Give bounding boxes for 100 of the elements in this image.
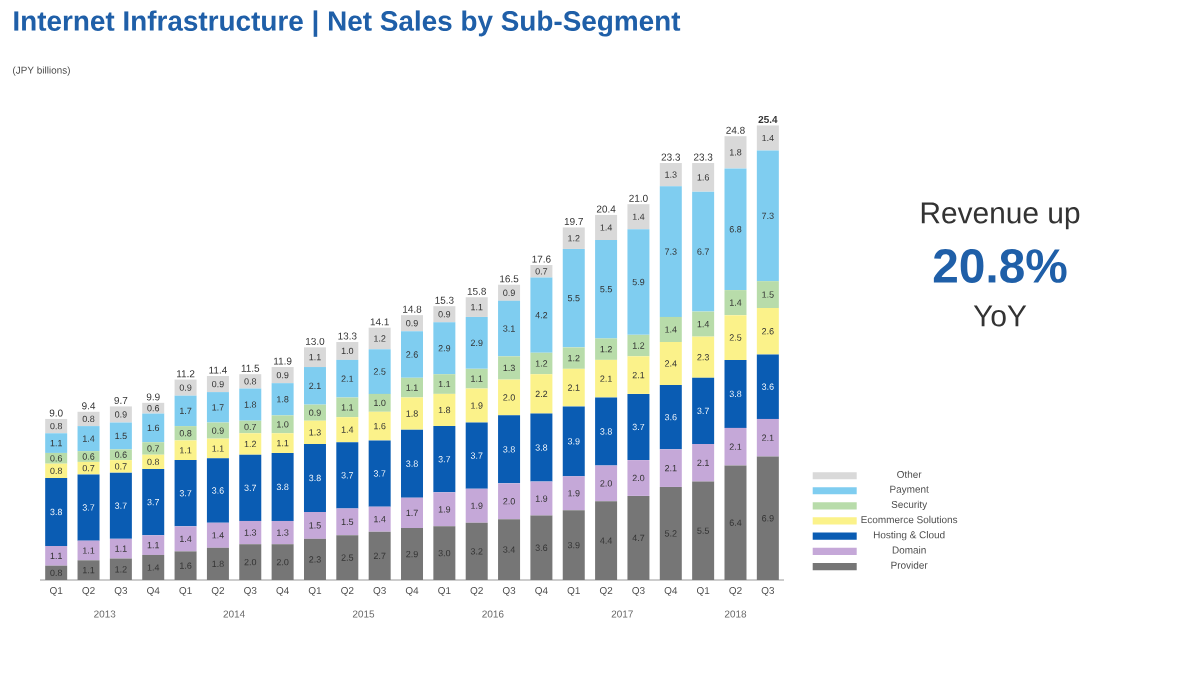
bar [756, 418, 779, 457]
bar [77, 411, 100, 427]
bar [595, 465, 618, 502]
bar [465, 316, 488, 369]
bar [595, 359, 618, 398]
bar [271, 520, 294, 545]
bar [271, 415, 294, 434]
bar [465, 422, 488, 489]
bar [401, 497, 424, 529]
bar [595, 239, 618, 339]
bar [45, 477, 68, 546]
bar [336, 359, 359, 398]
bar [142, 442, 165, 455]
bar [530, 352, 553, 375]
bar [692, 443, 715, 482]
bar [109, 422, 132, 450]
bar [562, 347, 585, 369]
bar [433, 426, 456, 493]
bar [498, 284, 521, 301]
bar [77, 540, 100, 561]
bar [271, 452, 294, 521]
bar [303, 404, 326, 421]
bar [336, 417, 359, 443]
bar [465, 388, 488, 423]
bar [562, 248, 585, 348]
bar [174, 460, 197, 527]
bar [724, 290, 747, 316]
bar [45, 463, 68, 478]
chart-title: Internet Infrastructure | Net Sales by Sub-Segment [14, 10, 681, 37]
bar [239, 388, 262, 421]
bar [142, 402, 165, 414]
bar [401, 377, 424, 398]
bar [530, 413, 553, 482]
bar [401, 331, 424, 378]
bar [239, 520, 262, 545]
bar [498, 483, 521, 520]
bar [77, 451, 100, 462]
bar [692, 163, 715, 192]
bar [724, 168, 747, 291]
bar [465, 297, 488, 317]
bar [433, 393, 456, 427]
bar [659, 384, 682, 450]
bar [77, 426, 100, 452]
bar [336, 508, 359, 536]
bar [368, 440, 391, 507]
bar [627, 460, 650, 496]
bar [692, 377, 715, 444]
bar [724, 427, 747, 466]
bar [109, 406, 132, 423]
bar [498, 300, 521, 357]
bar [530, 481, 553, 516]
bar [368, 327, 391, 350]
bar [659, 316, 682, 342]
bar [530, 277, 553, 353]
bar [562, 368, 585, 407]
bar [77, 474, 100, 541]
bar [692, 311, 715, 337]
bar [368, 506, 391, 532]
bar [433, 374, 456, 394]
bar [756, 150, 779, 282]
bar [174, 526, 197, 552]
bar [562, 227, 585, 249]
bar [724, 315, 747, 360]
bar [401, 429, 424, 498]
bar [627, 393, 650, 461]
bar [627, 229, 650, 335]
bar [562, 476, 585, 511]
text: 20.8% [933, 249, 1067, 283]
bar [303, 347, 326, 368]
bar [142, 413, 165, 443]
bar [498, 379, 521, 416]
bar [336, 397, 359, 418]
bar [498, 415, 521, 484]
bar [595, 214, 618, 240]
bar [206, 422, 229, 439]
bar [303, 420, 326, 444]
bar [498, 356, 521, 380]
bar [45, 418, 68, 434]
bar [174, 379, 197, 396]
bar [659, 341, 682, 385]
bar [724, 359, 747, 428]
text: YoY [973, 305, 1027, 327]
bar [530, 265, 553, 278]
bar [368, 349, 391, 394]
bar [271, 383, 294, 416]
bar [756, 281, 779, 308]
bar [206, 392, 229, 423]
bar [206, 375, 229, 393]
bar [659, 449, 682, 487]
bar [401, 397, 424, 430]
bar [433, 492, 456, 527]
bar [465, 488, 488, 523]
bar [756, 125, 779, 151]
bar [271, 433, 294, 453]
bar [109, 538, 132, 559]
bar [271, 367, 294, 384]
bar [142, 535, 165, 555]
bar [627, 356, 650, 394]
bar [45, 452, 68, 464]
bar [109, 472, 132, 539]
